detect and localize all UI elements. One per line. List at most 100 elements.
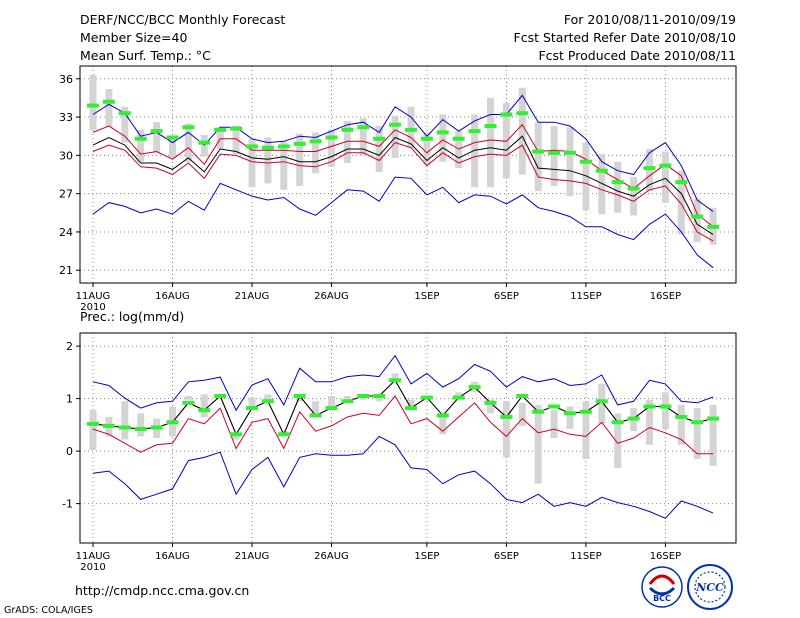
temp-marker bbox=[277, 144, 290, 149]
temp-marker bbox=[373, 136, 386, 141]
prec-ytick-label: 2 bbox=[66, 340, 73, 353]
prec-marker bbox=[548, 404, 561, 409]
prec-marker bbox=[564, 411, 576, 416]
prec-spread-box bbox=[184, 396, 192, 400]
member-size-label: Member Size=40 bbox=[80, 30, 187, 45]
temp-series-min bbox=[92, 176, 714, 269]
prec-marker bbox=[198, 408, 211, 413]
temp-marker bbox=[293, 141, 306, 146]
prec-marker bbox=[102, 423, 115, 428]
prec-spread-box bbox=[709, 404, 717, 466]
temp-spread-box bbox=[343, 120, 351, 164]
temp-marker bbox=[548, 150, 561, 155]
temp-spread-box bbox=[677, 170, 685, 235]
prec-xtick-label: 6SEP bbox=[494, 551, 519, 562]
temp-spread-box bbox=[534, 122, 542, 192]
prec-frame bbox=[79, 332, 737, 544]
prec-series-mean bbox=[92, 379, 714, 436]
temp-marker bbox=[246, 144, 258, 149]
prec-marker bbox=[389, 378, 402, 383]
temp-spread-box bbox=[105, 88, 113, 128]
temp-marker bbox=[166, 135, 179, 140]
temp-marker bbox=[532, 149, 545, 154]
forecast-period: For 2010/08/11-2010/09/19 bbox=[564, 12, 736, 27]
prec-spread-box bbox=[518, 402, 526, 426]
prec-spread-box bbox=[89, 410, 97, 451]
temp-marker bbox=[182, 125, 195, 130]
temp-marker bbox=[627, 186, 640, 191]
temp-marker bbox=[357, 125, 370, 130]
prec-spread-box bbox=[502, 401, 510, 458]
temp-marker bbox=[150, 129, 163, 134]
temp-marker bbox=[516, 111, 529, 116]
temp-spread-box bbox=[312, 132, 320, 174]
prec-series-max bbox=[92, 354, 714, 412]
temp-spread-box bbox=[693, 198, 701, 243]
prec-marker bbox=[325, 406, 338, 411]
prec-marker bbox=[134, 427, 147, 432]
temp-marker bbox=[436, 130, 449, 135]
prec-marker bbox=[246, 406, 258, 411]
prec-marker bbox=[293, 394, 306, 398]
temp-marker bbox=[261, 145, 274, 150]
temp-spread-box bbox=[89, 74, 97, 130]
temp-spread-box bbox=[296, 133, 304, 186]
prec-spread-box bbox=[407, 399, 415, 411]
temp-marker bbox=[230, 126, 243, 131]
temp-spread-box bbox=[487, 97, 494, 188]
temp-ytick-label: 24 bbox=[59, 226, 73, 239]
temp-marker bbox=[405, 127, 417, 132]
figure-title: DERF/NCC/BCC Monthly Forecast bbox=[80, 12, 285, 27]
temp-year-label: 2010 bbox=[80, 302, 105, 313]
temp-spread-box bbox=[153, 122, 161, 153]
temp-marker bbox=[102, 99, 115, 104]
prec-marker bbox=[611, 420, 624, 425]
temp-xtick-label: 16AUG bbox=[155, 291, 190, 302]
temp-series-upper bbox=[92, 123, 714, 228]
prec-spread-box bbox=[614, 413, 622, 468]
grads-credit: GrADS: COLA/IGES bbox=[4, 605, 93, 616]
temp-xtick-label: 26AUG bbox=[314, 291, 349, 302]
temp-xtick-label: 1SEP bbox=[414, 291, 439, 302]
temp-spread-box bbox=[280, 141, 288, 190]
prec-marker bbox=[643, 404, 656, 409]
prec-spread-box bbox=[296, 396, 304, 402]
prec-spread-box bbox=[550, 410, 558, 438]
temp-spread-box bbox=[169, 138, 176, 158]
temp-spread-box bbox=[582, 142, 590, 211]
prec-marker bbox=[707, 416, 720, 421]
prec-spread-box bbox=[566, 406, 574, 430]
prec-spread-box bbox=[646, 399, 653, 445]
prec-marker bbox=[214, 394, 227, 398]
temp-spread-box bbox=[455, 131, 463, 169]
produced-date: Fcst Produced Date 2010/08/11 bbox=[538, 48, 736, 63]
precipitation-panel: -1 0 1 2 11AUG 16AUG 21AUG 26AUG 1SEP 6SEP 11SEP 16… bbox=[62, 332, 737, 573]
temp-spread-box bbox=[598, 154, 606, 215]
temp-ytick-label: 33 bbox=[59, 111, 73, 124]
prec-spread-box bbox=[328, 396, 335, 409]
temp-marker bbox=[611, 180, 624, 185]
temp-marker bbox=[87, 103, 99, 108]
temp-ytick-label: 36 bbox=[59, 73, 73, 86]
temp-marker bbox=[500, 112, 513, 117]
ncc-logo-text: NCC bbox=[695, 581, 724, 594]
temp-marker bbox=[325, 135, 338, 140]
prec-xtick-label: 11AUG bbox=[76, 551, 111, 562]
temp-spread-box bbox=[328, 129, 335, 167]
prec-spread-box bbox=[582, 401, 590, 459]
prec-marker bbox=[87, 421, 99, 426]
temp-marker bbox=[484, 123, 497, 128]
started-refer-date: Fcst Started Refer Date 2010/08/10 bbox=[514, 30, 737, 45]
prec-marker bbox=[595, 399, 608, 404]
ncc-logo: NCC bbox=[687, 564, 733, 610]
prec-spread-box bbox=[487, 399, 494, 414]
temp-marker bbox=[659, 163, 672, 168]
prec-spread-box bbox=[248, 397, 256, 409]
prec-spread-box bbox=[121, 401, 129, 440]
temp-marker bbox=[341, 127, 354, 132]
prec-marker bbox=[627, 416, 640, 421]
prec-marker bbox=[579, 409, 592, 414]
temp-marker bbox=[389, 122, 402, 127]
prec-marker bbox=[357, 394, 370, 398]
